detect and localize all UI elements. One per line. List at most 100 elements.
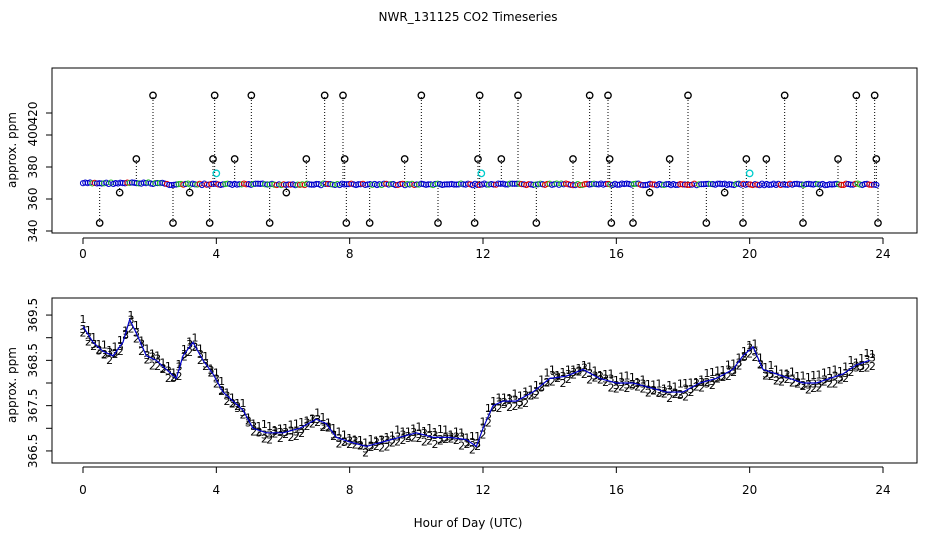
top-baseline-point xyxy=(567,181,574,188)
chart-title: NWR_131125 CO2 Timeseries xyxy=(379,10,558,24)
top-baseline-point xyxy=(124,179,131,186)
top-baseline-point xyxy=(93,180,101,187)
bottom-symbol-2: 2 xyxy=(586,374,593,387)
bottom-symbol-1: 1 xyxy=(224,386,231,399)
bottom-symbol-3: 3 xyxy=(234,402,241,415)
top-spike-point xyxy=(569,155,577,163)
bottom-symbol-3: 3 xyxy=(645,384,652,397)
bottom-symbol-3: 3 xyxy=(256,427,263,440)
top-baseline-point xyxy=(411,181,418,189)
top-baseline-point xyxy=(404,181,411,188)
bottom-symbol-1: 1 xyxy=(624,369,631,382)
bottom-symbol-2: 2 xyxy=(688,386,695,399)
bottom-symbol-1: 1 xyxy=(85,324,92,337)
bottom-symbol-2: 2 xyxy=(698,382,705,395)
top-baseline-point xyxy=(618,180,626,187)
bottom-symbol-1: 1 xyxy=(858,352,865,365)
top-spike-point xyxy=(834,155,842,163)
top-baseline-point xyxy=(355,181,362,188)
bottom-symbol-3: 3 xyxy=(794,376,801,389)
bottom-symbol-3: 3 xyxy=(544,376,551,389)
bottom-symbol-1: 1 xyxy=(474,430,481,443)
bottom-symbol-3: 3 xyxy=(458,430,465,443)
top-x-tick-label: 4 xyxy=(213,247,221,261)
top-baseline-point xyxy=(282,181,290,188)
top-baseline-point xyxy=(831,181,838,188)
bottom-symbol-1: 1 xyxy=(629,371,636,384)
bottom-symbol-1: 1 xyxy=(528,384,535,397)
top-x-tick-label: 0 xyxy=(79,247,87,261)
bottom-symbol-2: 2 xyxy=(325,422,332,435)
bottom-symbol-3: 3 xyxy=(464,437,471,450)
bottom-symbol-1: 1 xyxy=(282,422,289,435)
top-baseline-point xyxy=(630,180,637,188)
top-baseline-point xyxy=(252,180,259,187)
bottom-symbol-1: 1 xyxy=(810,369,817,382)
bottom-symbol-2: 2 xyxy=(490,401,497,414)
bottom-symbol-1: 1 xyxy=(309,413,316,426)
top-spike-point xyxy=(532,219,541,227)
bottom-symbol-2: 2 xyxy=(506,401,513,414)
bottom-symbol-3: 3 xyxy=(170,372,177,385)
bottom-symbol-3: 3 xyxy=(80,323,87,336)
bottom-symbol-1: 1 xyxy=(464,431,471,444)
bottom-symbol-2: 2 xyxy=(496,402,503,415)
top-baseline-point xyxy=(233,181,241,188)
top-baseline-point xyxy=(835,181,843,188)
top-cyan-point xyxy=(745,169,754,178)
bottom-symbol-3: 3 xyxy=(848,361,855,374)
bottom-symbol-1: 1 xyxy=(218,375,225,388)
bottom-symbol-2: 2 xyxy=(746,347,753,360)
bottom-symbol-2: 2 xyxy=(693,381,700,394)
bottom-symbol-1: 1 xyxy=(106,344,113,357)
bottom-symbol-2: 2 xyxy=(661,388,668,401)
bottom-symbol-3: 3 xyxy=(693,377,700,390)
bottom-symbol-1: 1 xyxy=(533,379,540,392)
bottom-symbol-2: 2 xyxy=(597,374,604,387)
bottom-symbol-3: 3 xyxy=(581,361,588,374)
bottom-symbol-1: 1 xyxy=(165,360,172,373)
bottom-symbol-2: 2 xyxy=(176,370,183,383)
bottom-symbol-2: 2 xyxy=(608,381,615,394)
bottom-symbol-1: 1 xyxy=(741,345,748,358)
bottom-symbol-1: 1 xyxy=(453,425,460,438)
bottom-symbol-1: 1 xyxy=(362,436,369,449)
bottom-symbol-1: 1 xyxy=(325,417,332,430)
bottom-symbol-2: 2 xyxy=(640,383,647,396)
top-baseline-point xyxy=(709,181,717,188)
top-spike-point xyxy=(870,91,879,100)
bottom-symbol-1: 1 xyxy=(202,350,209,363)
bottom-symbol-1: 1 xyxy=(384,431,391,444)
bottom-symbol-1: 1 xyxy=(389,429,396,442)
top-baseline-point xyxy=(868,181,875,188)
top-y-tick-label: 400 xyxy=(26,124,40,147)
bottom-symbol-1: 1 xyxy=(666,379,673,392)
bottom-symbol-3: 3 xyxy=(410,426,417,439)
bottom-symbol-3: 3 xyxy=(720,370,727,383)
top-baseline-point xyxy=(621,180,628,188)
top-baseline-point xyxy=(364,181,371,188)
top-baseline-point xyxy=(513,180,521,187)
bottom-symbol-2: 2 xyxy=(426,435,433,448)
bottom-symbol-1: 1 xyxy=(160,357,167,370)
bottom-symbol-3: 3 xyxy=(362,443,369,456)
bottom-symbol-2: 2 xyxy=(480,428,487,441)
top-baseline-point xyxy=(345,181,353,188)
bottom-symbol-3: 3 xyxy=(416,428,423,441)
bottom-symbol-3: 3 xyxy=(176,360,183,373)
bottom-symbol-1: 1 xyxy=(357,434,364,447)
bottom-symbol-1: 1 xyxy=(330,422,337,435)
bottom-symbol-1: 1 xyxy=(144,343,151,356)
top-spike-point xyxy=(417,91,426,100)
bottom-symbol-1: 1 xyxy=(101,338,108,351)
bottom-symbol-3: 3 xyxy=(762,367,769,380)
bottom-symbol-3: 3 xyxy=(442,432,449,445)
bottom-x-tick-label: 8 xyxy=(346,483,354,497)
x-axis-title: Hour of Day (UTC) xyxy=(414,516,523,530)
top-spike-point xyxy=(169,219,177,227)
bottom-symbol-2: 2 xyxy=(666,392,673,405)
top-baseline-point xyxy=(639,182,647,189)
bottom-symbol-3: 3 xyxy=(154,353,161,366)
bottom-symbol-1: 1 xyxy=(736,352,743,365)
bottom-symbol-2: 2 xyxy=(533,388,540,401)
